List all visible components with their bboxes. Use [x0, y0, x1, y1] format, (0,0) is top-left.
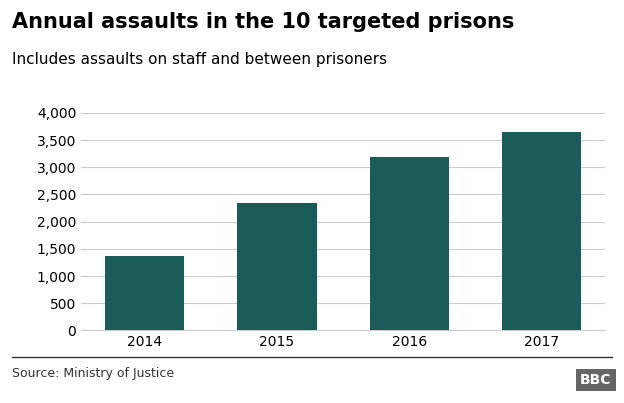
Bar: [502, 132, 582, 330]
Bar: [105, 256, 184, 330]
Text: BBC: BBC: [580, 373, 612, 387]
Bar: [237, 203, 317, 330]
Text: Includes assaults on staff and between prisoners: Includes assaults on staff and between p…: [12, 52, 388, 67]
Bar: [369, 158, 449, 330]
Text: Source: Ministry of Justice: Source: Ministry of Justice: [12, 367, 175, 380]
Text: Annual assaults in the 10 targeted prisons: Annual assaults in the 10 targeted priso…: [12, 12, 515, 32]
